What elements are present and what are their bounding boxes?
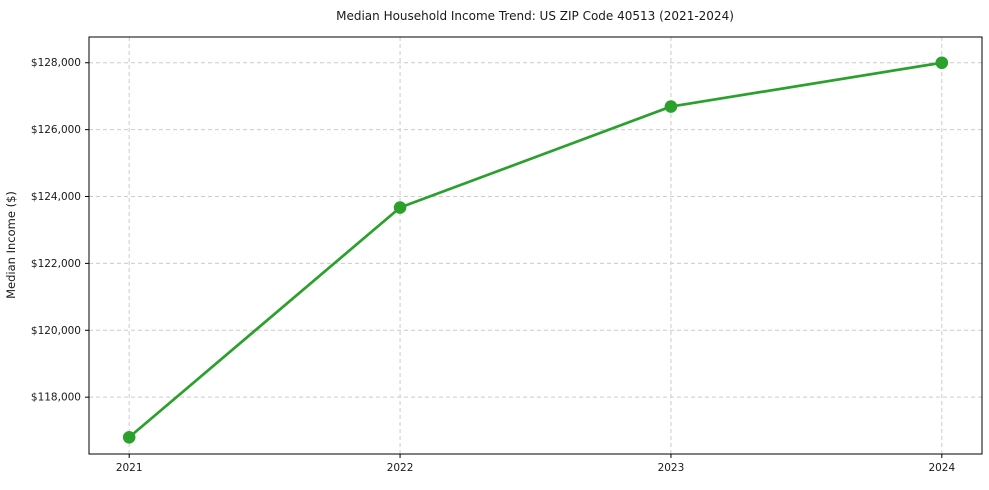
- plot-frame: [88, 36, 983, 455]
- data-point-2024: [935, 56, 949, 70]
- y-tick-label: $128,000: [31, 57, 81, 69]
- data-point-2022: [393, 201, 407, 214]
- y-tick-label: $124,000: [31, 191, 81, 203]
- x-tick-label: 2021: [116, 462, 143, 474]
- x-tick-label: 2022: [387, 462, 414, 474]
- trend-line: [127, 61, 944, 439]
- axes: $118,000 $120,000 $122,000 $124,000 $126,000…: [31, 36, 983, 474]
- chart-title: Median Household Income Trend: US ZIP Co…: [336, 9, 734, 23]
- y-tick-label: $120,000: [31, 325, 81, 337]
- y-tick-label: $122,000: [31, 258, 81, 270]
- y-tick-label: $118,000: [31, 392, 81, 404]
- y-axis-label: Median Income ($): [4, 191, 18, 299]
- data-point-2021: [122, 430, 136, 444]
- y-tick-label: $126,000: [31, 124, 81, 136]
- x-tick-label: 2024: [928, 462, 955, 474]
- x-tick-label: 2023: [658, 462, 685, 474]
- data-point-2023: [664, 100, 678, 113]
- data-series: [122, 56, 949, 444]
- gridlines: [89, 37, 982, 454]
